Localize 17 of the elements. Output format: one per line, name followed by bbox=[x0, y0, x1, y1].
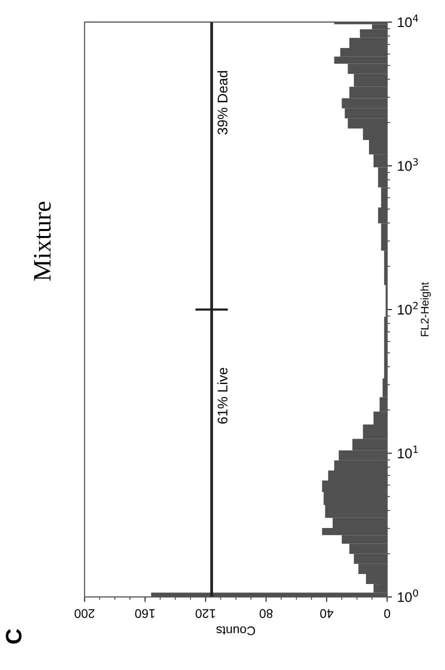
annotation: 39% Dead bbox=[217, 71, 228, 134]
x-tick-label: 40 bbox=[320, 609, 334, 618]
x-tick-label: 200 bbox=[74, 609, 94, 618]
y-axis-title: FL2-Height bbox=[420, 282, 431, 336]
text: Mixture bbox=[34, 202, 51, 281]
y-tick-label: 10$^{4}$ bbox=[398, 14, 418, 28]
y-tick-label: 10$^{2}$ bbox=[398, 302, 418, 315]
x-tick-label: 160 bbox=[135, 609, 155, 618]
x-tick-label: 80 bbox=[260, 609, 273, 618]
y-tick-label: 10$^{1}$ bbox=[398, 446, 418, 458]
x-axis-title: Counts bbox=[216, 626, 256, 636]
text: C bbox=[6, 629, 22, 644]
x-tick-label: 0 bbox=[384, 609, 390, 618]
y-tick-label: 10$^{0}$ bbox=[398, 589, 418, 602]
annotation: 61% Live bbox=[217, 368, 228, 424]
y-tick-label: 10$^{3}$ bbox=[398, 158, 418, 171]
x-tick-label: 120 bbox=[196, 609, 216, 618]
